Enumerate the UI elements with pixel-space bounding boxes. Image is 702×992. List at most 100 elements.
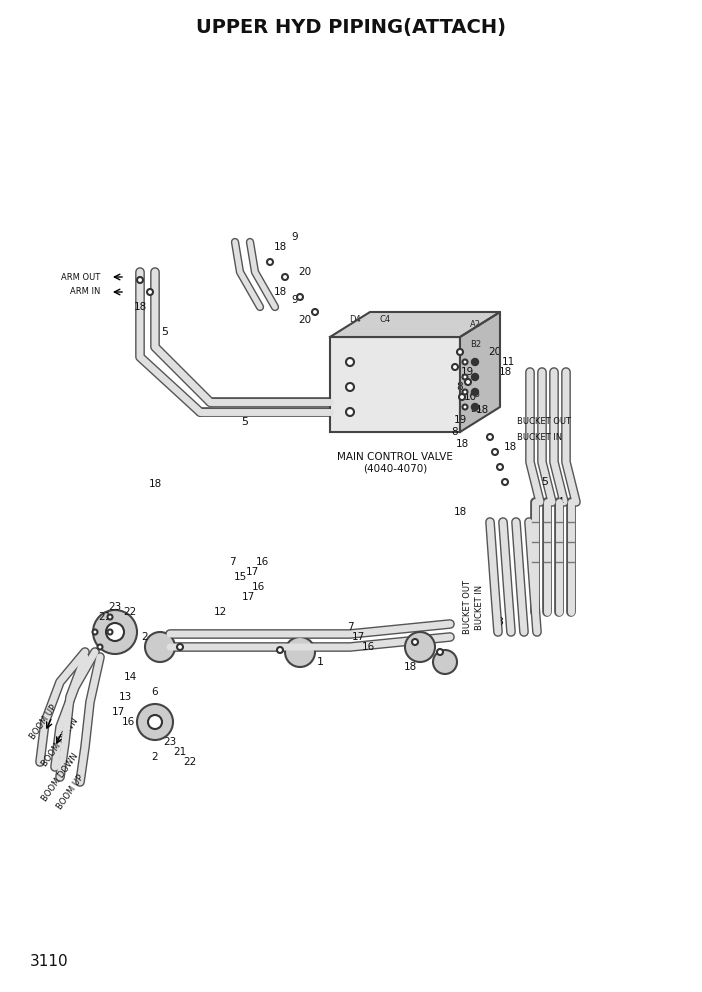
Text: 9: 9 bbox=[292, 232, 298, 242]
Text: 2: 2 bbox=[142, 632, 148, 642]
Text: 21: 21 bbox=[173, 747, 187, 757]
Circle shape bbox=[346, 408, 354, 416]
Text: 18: 18 bbox=[404, 662, 416, 672]
Circle shape bbox=[106, 623, 124, 641]
Text: 21: 21 bbox=[98, 612, 112, 622]
Circle shape bbox=[463, 359, 468, 364]
Text: BOOM UP: BOOM UP bbox=[28, 703, 58, 741]
Circle shape bbox=[93, 630, 98, 635]
Polygon shape bbox=[330, 312, 500, 337]
Circle shape bbox=[472, 374, 479, 381]
Text: 18: 18 bbox=[133, 302, 147, 312]
Text: 4: 4 bbox=[557, 497, 564, 507]
Circle shape bbox=[497, 464, 503, 470]
Text: 3110: 3110 bbox=[30, 954, 69, 969]
Text: 17: 17 bbox=[112, 707, 125, 717]
Text: 17: 17 bbox=[241, 592, 255, 602]
Circle shape bbox=[412, 639, 418, 645]
Text: 17: 17 bbox=[352, 632, 364, 642]
Text: 22: 22 bbox=[183, 757, 197, 767]
Text: 18: 18 bbox=[453, 507, 467, 517]
Text: BUCKET IN: BUCKET IN bbox=[475, 584, 484, 630]
Circle shape bbox=[487, 434, 493, 440]
Text: BOOM DOWN: BOOM DOWN bbox=[40, 716, 80, 768]
Circle shape bbox=[107, 614, 112, 619]
Text: 6: 6 bbox=[152, 687, 159, 697]
Circle shape bbox=[472, 389, 479, 396]
Text: 23: 23 bbox=[108, 602, 121, 612]
Text: 8: 8 bbox=[457, 382, 463, 392]
Circle shape bbox=[472, 358, 479, 365]
Text: B5: B5 bbox=[470, 405, 481, 414]
Circle shape bbox=[145, 632, 175, 662]
Circle shape bbox=[148, 715, 162, 729]
Circle shape bbox=[437, 649, 443, 655]
Text: BUCKET IN: BUCKET IN bbox=[517, 433, 562, 441]
Text: A5: A5 bbox=[470, 390, 481, 399]
Text: 20: 20 bbox=[489, 347, 501, 357]
Text: UPPER HYD PIPING(ATTACH): UPPER HYD PIPING(ATTACH) bbox=[196, 18, 506, 37]
Text: 8: 8 bbox=[451, 427, 458, 437]
Circle shape bbox=[282, 274, 288, 280]
Text: 18: 18 bbox=[148, 479, 161, 489]
Circle shape bbox=[502, 479, 508, 485]
Circle shape bbox=[98, 645, 102, 650]
Text: 18: 18 bbox=[498, 367, 512, 377]
Circle shape bbox=[463, 375, 468, 380]
Text: 1: 1 bbox=[317, 657, 324, 667]
Text: 22: 22 bbox=[124, 607, 137, 617]
Circle shape bbox=[285, 637, 315, 667]
Text: 14: 14 bbox=[124, 672, 137, 682]
Circle shape bbox=[297, 294, 303, 300]
Text: 7: 7 bbox=[347, 622, 353, 632]
Text: C4: C4 bbox=[380, 315, 390, 324]
Text: 19: 19 bbox=[461, 367, 474, 377]
Text: 16: 16 bbox=[251, 582, 265, 592]
Text: 16: 16 bbox=[256, 557, 269, 567]
Text: ARM OUT: ARM OUT bbox=[61, 273, 100, 282]
Text: 16: 16 bbox=[362, 642, 375, 652]
Text: 18: 18 bbox=[273, 287, 286, 297]
Text: 18: 18 bbox=[273, 242, 286, 252]
Text: 3: 3 bbox=[496, 617, 503, 627]
Text: 5: 5 bbox=[161, 327, 168, 337]
Text: 18: 18 bbox=[503, 442, 517, 452]
Text: 15: 15 bbox=[233, 572, 246, 582]
Text: MAIN CONTROL VALVE
(4040-4070): MAIN CONTROL VALVE (4040-4070) bbox=[337, 452, 453, 473]
Circle shape bbox=[346, 358, 354, 366]
Circle shape bbox=[267, 259, 273, 265]
Circle shape bbox=[433, 650, 457, 674]
Bar bbox=[330, 337, 460, 432]
Text: 2: 2 bbox=[152, 752, 159, 762]
Text: BOOM DOWN: BOOM DOWN bbox=[40, 751, 80, 803]
Circle shape bbox=[312, 309, 318, 315]
Circle shape bbox=[277, 647, 283, 653]
Text: 18: 18 bbox=[456, 439, 469, 449]
Text: 7: 7 bbox=[229, 557, 235, 567]
Circle shape bbox=[137, 277, 143, 283]
Text: 11: 11 bbox=[501, 357, 515, 367]
Circle shape bbox=[147, 289, 153, 295]
Circle shape bbox=[463, 390, 468, 395]
Text: D4: D4 bbox=[349, 315, 361, 324]
Circle shape bbox=[465, 379, 471, 385]
Text: 13: 13 bbox=[119, 692, 132, 702]
Circle shape bbox=[492, 449, 498, 455]
Circle shape bbox=[452, 364, 458, 370]
Circle shape bbox=[459, 394, 465, 400]
Text: 5: 5 bbox=[541, 477, 548, 487]
Text: 16: 16 bbox=[121, 717, 135, 727]
Text: 17: 17 bbox=[246, 567, 258, 577]
Circle shape bbox=[93, 610, 137, 654]
Text: 18: 18 bbox=[475, 405, 489, 415]
Circle shape bbox=[457, 349, 463, 355]
Text: 5: 5 bbox=[241, 417, 249, 427]
Text: B2: B2 bbox=[470, 340, 481, 349]
Text: 23: 23 bbox=[164, 737, 177, 747]
Circle shape bbox=[405, 632, 435, 662]
Text: 20: 20 bbox=[298, 267, 312, 277]
Circle shape bbox=[137, 704, 173, 740]
Text: BUCKET OUT: BUCKET OUT bbox=[463, 580, 472, 634]
Circle shape bbox=[177, 644, 183, 650]
Polygon shape bbox=[460, 312, 500, 432]
